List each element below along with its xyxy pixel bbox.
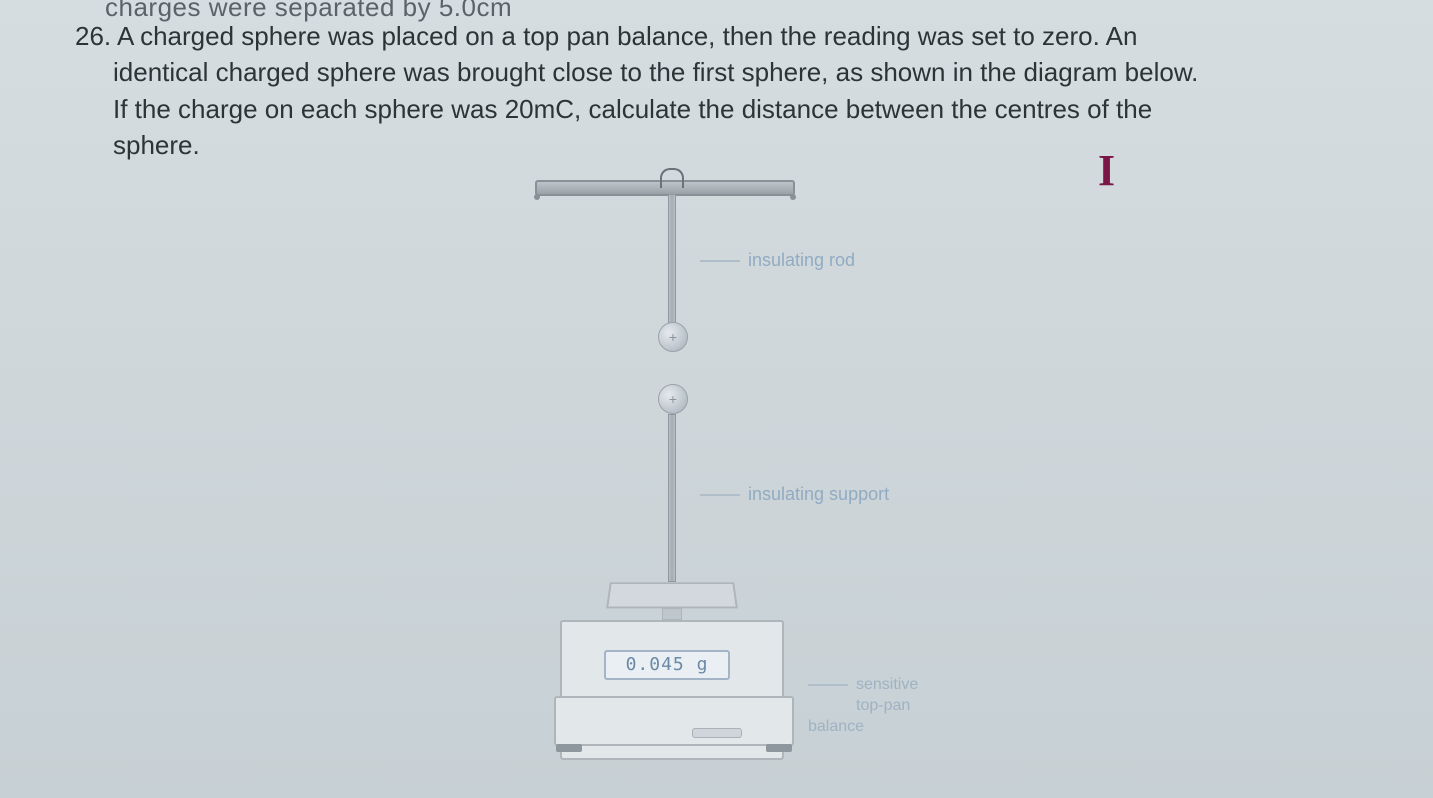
leader-line-icon [808,684,848,686]
upper-charged-sphere: + [658,322,688,352]
question-line-2: identical charged sphere was brought clo… [75,54,1355,90]
question-number: 26. [75,21,111,51]
balance-button [692,728,742,738]
insulating-rod [668,194,676,324]
label-insulating-support: insulating support [700,484,889,505]
question-line-4: sphere. [75,127,1355,163]
top-pan-balance: 0.045 g [560,620,784,760]
insulating-support [668,414,676,582]
balance-foot-right [766,744,792,752]
label-balance: sensitive top-pan balance [808,675,920,737]
label-text: insulating support [748,484,889,504]
label-text: insulating rod [748,250,855,270]
text-cursor-icon: I [1098,145,1115,196]
pan-stem [662,608,682,620]
question-line-1: A charged sphere was placed on a top pan… [117,21,1137,51]
balance-display: 0.045 g [604,650,730,680]
balance-base [554,696,794,746]
label-insulating-rod: insulating rod [700,250,855,271]
lower-charged-sphere: + [658,384,688,414]
label-text-line2: top-pan balance [808,697,910,735]
balance-pan [606,582,738,608]
label-text-line1: sensitive [856,676,918,693]
leader-line-icon [700,494,740,496]
leader-line-icon [700,260,740,262]
question-line-3: If the charge on each sphere was 20mC, c… [75,91,1355,127]
balance-foot-left [556,744,582,752]
clamp-icon [660,168,684,188]
question-26: 26. A charged sphere was placed on a top… [75,18,1355,164]
apparatus-diagram: + + 0.045 g insulating rod insulating su… [500,170,920,790]
